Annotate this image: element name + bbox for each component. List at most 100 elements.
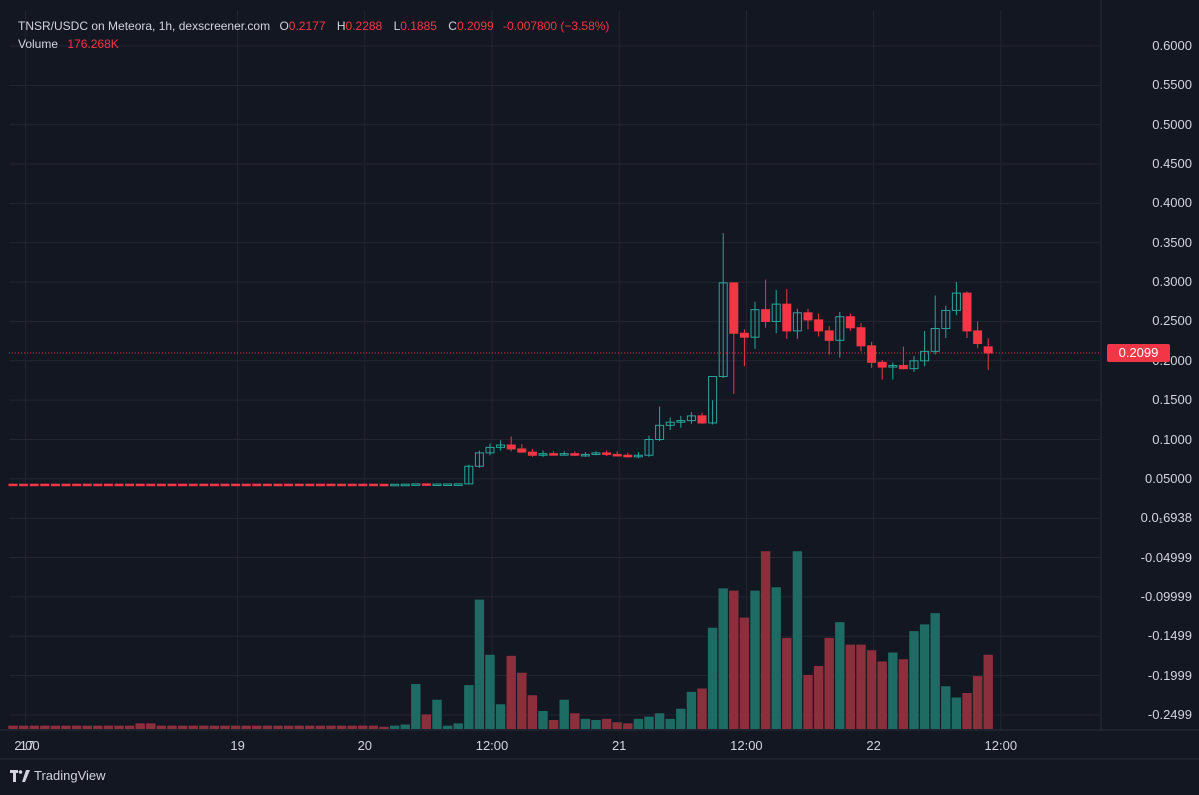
volume-label: Volume (18, 37, 59, 51)
volume-bar (644, 716, 654, 729)
volume-bar (951, 697, 962, 729)
volume-bar (570, 713, 580, 729)
volume-bar (845, 644, 856, 729)
volume-bar (729, 590, 739, 729)
low-value: 0.1885 (400, 19, 437, 33)
volume-bar (941, 686, 951, 729)
candle-body (951, 292, 961, 311)
candle (888, 362, 898, 380)
volume-bar (866, 650, 877, 729)
price-tick-label: 0.2500 (1152, 313, 1192, 329)
candle-body (527, 451, 537, 456)
volume-bar (411, 684, 421, 729)
candle (941, 305, 951, 338)
price-tick-label: -0.2499 (1147, 706, 1192, 722)
volume-bar (559, 699, 569, 729)
candle (538, 450, 548, 457)
candle (782, 289, 792, 339)
candle (358, 483, 368, 487)
price-tick-label: -0.1499 (1147, 628, 1192, 644)
volume-row: Volume 176.268K (18, 35, 609, 53)
volume-value: 176.268K (67, 37, 119, 51)
volume-bar (124, 725, 135, 729)
candle (527, 448, 537, 457)
candle-body (231, 483, 241, 487)
candle (400, 483, 410, 487)
volume-bar (813, 666, 824, 729)
candle (294, 483, 304, 487)
volume-bar (506, 655, 516, 729)
candle (686, 411, 696, 424)
candle (199, 483, 209, 487)
candle (580, 452, 590, 457)
tradingview-branding[interactable]: TradingView (10, 768, 106, 783)
volume-bar (209, 725, 220, 729)
candle-body (411, 483, 421, 486)
candle-body (845, 316, 855, 329)
volume-bar (972, 676, 983, 729)
ohlc-row: TNSR/USDC on Meteora, 1h, dexscreener.co… (18, 17, 609, 35)
candle (178, 483, 188, 487)
candle (506, 436, 516, 452)
volume-bar (358, 725, 368, 729)
candle (315, 483, 325, 487)
candle-body (835, 316, 845, 341)
candle (379, 483, 389, 487)
candle-body (103, 483, 113, 487)
candle (761, 279, 771, 328)
candle-body (305, 483, 315, 487)
candle-body (559, 453, 569, 456)
volume-bar (856, 644, 866, 729)
candle-body (803, 312, 813, 321)
candle-body (697, 415, 707, 424)
candle-body (273, 483, 283, 487)
candle (50, 483, 60, 487)
volume-bar (336, 725, 347, 729)
price-tick-label: 0.0₁6938 (1140, 510, 1192, 526)
candle (930, 295, 940, 355)
volume-bar (71, 725, 82, 729)
price-tick-label: 0.4500 (1152, 156, 1192, 172)
candle-body (814, 319, 824, 332)
price-tick-label: 0.3000 (1152, 274, 1192, 290)
candle-body (973, 330, 983, 344)
volume-bar (697, 688, 707, 729)
volume-bar (654, 713, 665, 729)
volume-bar (400, 724, 410, 729)
volume-bar (623, 723, 633, 729)
volume-bar (442, 725, 453, 729)
candle (549, 451, 559, 456)
candle-body (432, 483, 442, 487)
candle (284, 483, 294, 487)
candle-body (29, 483, 39, 487)
candle-body (739, 332, 749, 338)
volume-bar (29, 725, 39, 729)
candle (305, 483, 315, 487)
volume-bar (315, 725, 326, 729)
candle (390, 483, 400, 487)
candle-body (284, 483, 294, 487)
candle (273, 483, 283, 487)
volume-bar (305, 725, 315, 729)
candle (655, 406, 665, 442)
candle-body (517, 448, 527, 453)
volume-bar (888, 652, 898, 729)
candle-body (570, 453, 580, 456)
time-tick-label: 19 (230, 738, 245, 753)
candle (962, 291, 972, 338)
candle-body (125, 483, 135, 487)
candle-body (898, 365, 908, 370)
price-tick-label: 0.3500 (1152, 234, 1192, 250)
volume-bar (61, 725, 71, 729)
price-tick-label: 0.05000 (1145, 470, 1192, 486)
candle (453, 483, 463, 486)
volume-bar (103, 725, 114, 729)
candle-body (199, 483, 209, 487)
volume-bar (252, 725, 262, 729)
candle (729, 282, 739, 394)
candle-body (665, 421, 675, 426)
time-tick-label: 12:00 (475, 738, 509, 753)
candle (951, 282, 961, 316)
